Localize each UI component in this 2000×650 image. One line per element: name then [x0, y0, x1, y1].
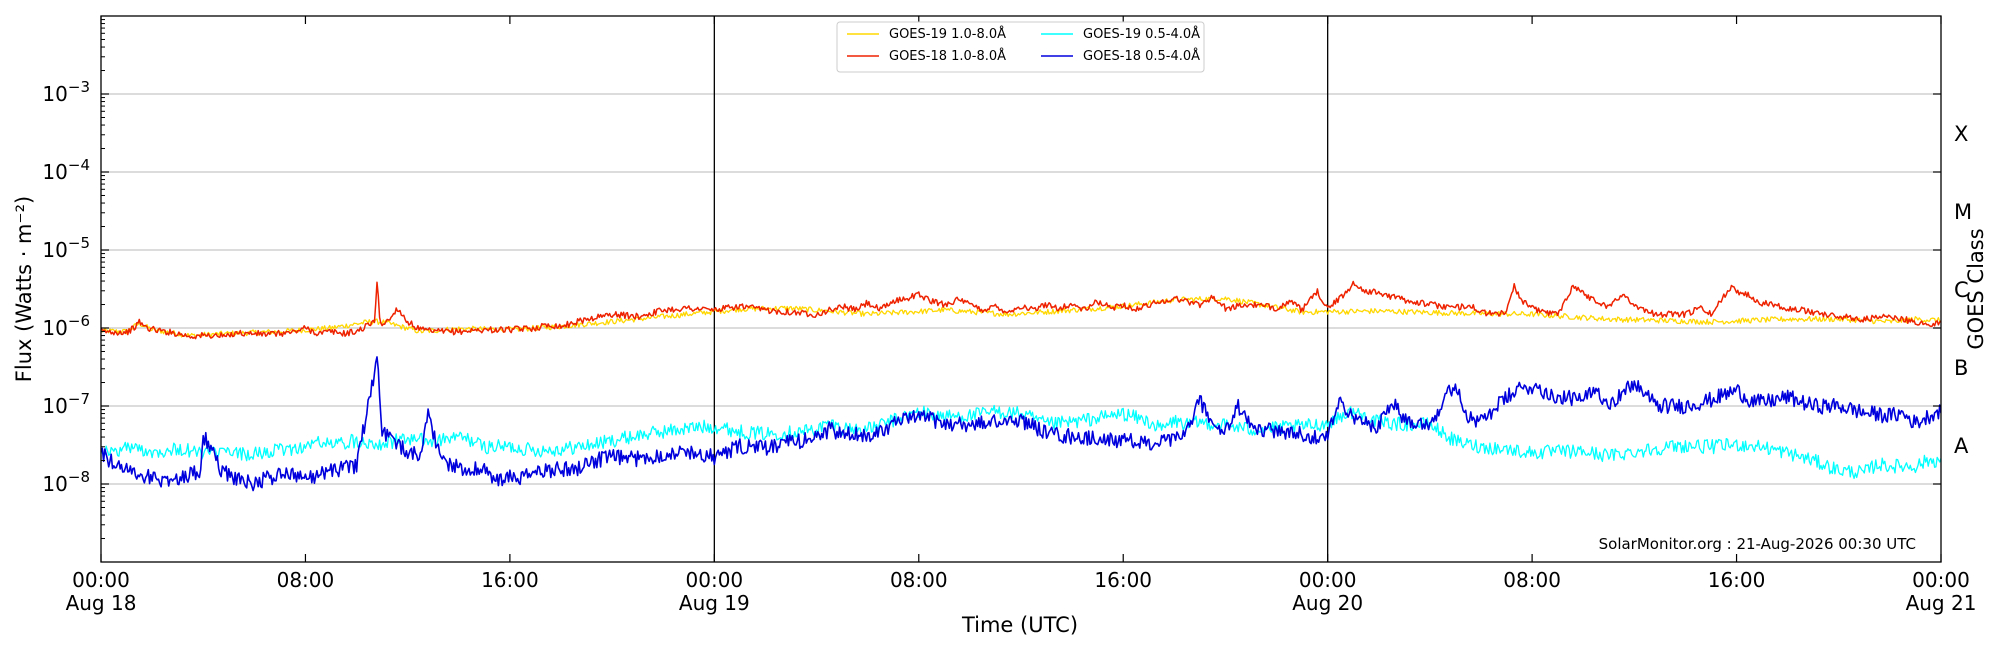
x-tick-label: 08:00: [277, 568, 335, 592]
legend-box: [836, 21, 1205, 73]
series-line: [101, 295, 1941, 339]
x-tick-date-label: Aug 19: [679, 591, 750, 615]
legend-label: GOES-19 1.0-8.0Å: [889, 26, 1006, 42]
goes-class-label: M: [1954, 200, 1972, 224]
legend-label: GOES-18 1.0-8.0Å: [889, 48, 1006, 64]
x-tick-label: 00:00: [1912, 568, 1970, 592]
y2-axis-title: GOES Class: [1964, 228, 1988, 349]
y-tick-label: 10−6: [42, 312, 90, 340]
series-line: [101, 356, 1941, 492]
y-tick-label: 10−4: [42, 156, 90, 184]
x-tick-label: 00:00: [686, 568, 744, 592]
credit-text: SolarMonitor.org : 21-Aug-2026 00:30 UTC: [1599, 535, 1916, 553]
x-tick-label: 16:00: [481, 568, 539, 592]
legend-label: GOES-18 0.5-4.0Å: [1083, 48, 1200, 64]
y-tick-label: 10−7: [42, 390, 90, 418]
x-tick-label: 16:00: [1094, 568, 1152, 592]
y-tick-label: 10−3: [42, 78, 90, 106]
goes-class-label: B: [1954, 356, 1968, 380]
day-boundaries: [713, 16, 1329, 562]
x-tick-label: 00:00: [72, 568, 130, 592]
x-tick-label: 16:00: [1708, 568, 1766, 592]
x-tick-label: 08:00: [1503, 568, 1561, 592]
goes-class-label: C: [1954, 278, 1969, 302]
legend-label: GOES-19 0.5-4.0Å: [1083, 26, 1200, 42]
x-tick-date-label: Aug 20: [1292, 591, 1363, 615]
x-tick-label: 00:00: [1299, 568, 1357, 592]
y-tick-label: 10−5: [42, 234, 90, 262]
gridlines: [101, 93, 1941, 485]
series-lines: [101, 280, 1941, 492]
series-line: [101, 404, 1941, 480]
goes-class-label: A: [1954, 434, 1969, 458]
legend: GOES-19 1.0-8.0Å GOES-18 1.0-8.0Å GOES-19 …: [836, 21, 1205, 73]
goes-class-labels: A B C M X: [1954, 122, 1972, 458]
x-tick-label: 08:00: [890, 568, 948, 592]
series-line: [101, 280, 1941, 340]
goes-class-label: X: [1954, 122, 1968, 146]
y-tick-label: 10−8: [42, 468, 90, 496]
plot-frame: [100, 15, 1942, 563]
x-tick-date-label: Aug 21: [1906, 591, 1977, 615]
y-axis-title: Flux (Watts · m⁻²): [12, 196, 36, 382]
y-axis-ticks: 10−8 10−7 10−6 10−5 10−4 10−3: [42, 19, 1941, 540]
x-tick-date-label: Aug 18: [66, 591, 137, 615]
x-axis-title: Time (UTC): [961, 613, 1078, 637]
